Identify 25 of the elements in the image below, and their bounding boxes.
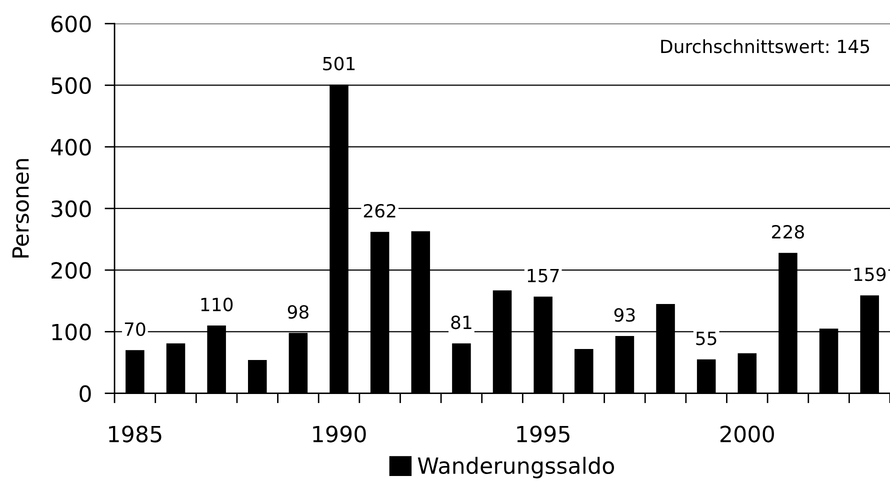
data-label: 70 — [124, 322, 146, 336]
data-label: 157 — [528, 268, 559, 282]
data-label: 55 — [696, 332, 716, 346]
legend-label: Wanderungssaldo — [418, 456, 614, 478]
y-tick-label: 300 — [52, 200, 91, 218]
data-label: 98 — [288, 305, 308, 319]
x-tick-label: 2000 — [720, 426, 774, 442]
y-tick-label: 100 — [52, 324, 91, 340]
data-label: 228 — [772, 224, 804, 239]
data-label: 159 — [854, 267, 886, 282]
y-tick-label: 600 — [51, 16, 91, 32]
y-tick-label: 400 — [50, 138, 91, 156]
x-tick-label: 1995 — [517, 426, 570, 442]
x-tick-label: 1985 — [109, 426, 162, 442]
data-label: 110 — [201, 298, 233, 312]
y-tick-label: 500 — [52, 77, 91, 94]
data-label: 81 — [451, 316, 472, 330]
annotation: Durchschnittswert: 145 — [661, 39, 870, 54]
data-label: 93 — [614, 308, 635, 322]
y-tick-label: 0 — [80, 385, 91, 402]
x-tick-label: 1990 — [313, 426, 366, 442]
data-label: 501 — [323, 56, 355, 70]
y-tick-label: 200 — [52, 262, 91, 279]
data-label: 262 — [364, 204, 396, 218]
y-axis-title: Personen — [12, 159, 29, 258]
